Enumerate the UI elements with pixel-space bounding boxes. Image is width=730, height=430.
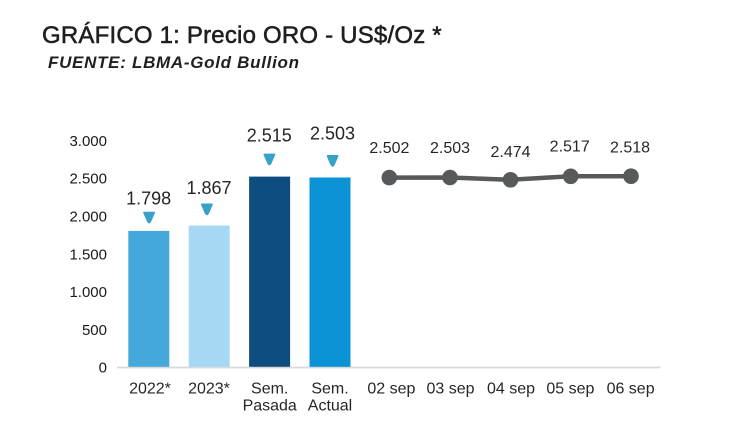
svg-text:2.474: 2.474	[490, 144, 530, 161]
svg-text:2.500: 2.500	[69, 171, 107, 188]
svg-text:Sem.: Sem.	[311, 381, 348, 398]
svg-text:2.517: 2.517	[550, 138, 590, 155]
svg-text:Pasada: Pasada	[243, 397, 297, 414]
svg-text:02 sep: 02 sep	[367, 381, 415, 398]
svg-text:3.000: 3.000	[69, 133, 107, 150]
svg-text:2.515: 2.515	[247, 125, 292, 145]
svg-text:Sem.: Sem.	[251, 381, 288, 398]
svg-text:GRÁFICO 1: Precio ORO - US$/Oz: GRÁFICO 1: Precio ORO - US$/Oz *	[42, 22, 442, 49]
svg-text:2023*: 2023*	[188, 381, 230, 398]
svg-text:03 sep: 03 sep	[426, 381, 474, 398]
svg-text:2.000: 2.000	[69, 209, 107, 226]
svg-text:2022*: 2022*	[129, 381, 171, 398]
svg-text:2.502: 2.502	[369, 140, 409, 157]
svg-text:1.867: 1.867	[186, 178, 231, 198]
svg-text:0: 0	[99, 360, 107, 377]
svg-text:04 sep: 04 sep	[487, 381, 535, 398]
svg-text:FUENTE: LBMA-Gold Bullion: FUENTE: LBMA-Gold Bullion	[48, 53, 300, 72]
svg-text:2.518: 2.518	[610, 140, 650, 157]
svg-text:1.798: 1.798	[126, 188, 171, 208]
svg-text:Actual: Actual	[308, 397, 352, 414]
svg-text:1.500: 1.500	[69, 246, 107, 263]
svg-text:500: 500	[82, 322, 107, 339]
svg-text:05 sep: 05 sep	[546, 381, 594, 398]
svg-text:2.503: 2.503	[430, 140, 470, 157]
svg-text:1.000: 1.000	[69, 284, 107, 301]
svg-text:2.503: 2.503	[310, 124, 355, 144]
svg-text:06 sep: 06 sep	[607, 381, 655, 398]
